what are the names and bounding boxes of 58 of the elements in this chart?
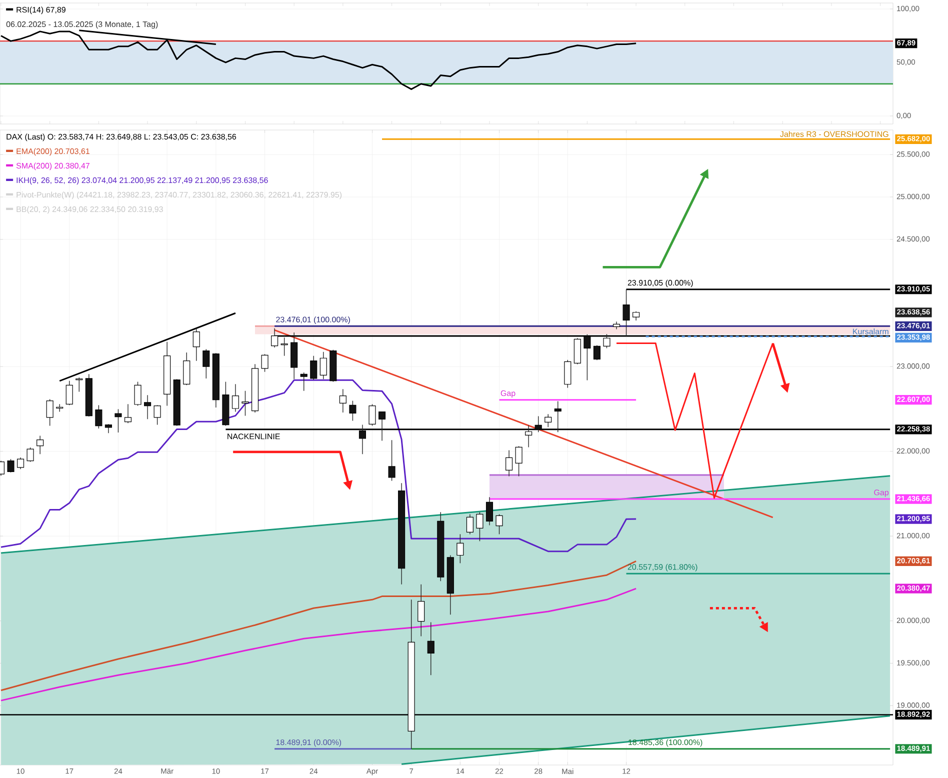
legend-label: SMA(200) 20.380,47 [16,162,90,170]
candlestick [134,381,142,406]
candlestick [46,398,54,426]
annotation: BB(20, 2) 24.349,06 22.334,50 20.319,93 [16,206,163,214]
candlestick [632,311,640,321]
line-series [0,588,637,702]
candlestick [242,390,249,416]
text: 06.02.2025 - 13.05.2025 (3 Monate, 1 Tag) [6,21,158,29]
legend-label: EMA(200) 20.703,61 [16,148,90,156]
chart-title: DAX (Last) O: 23.583,74 H: 23.649,88 L: 23.543,05 C: 23.638,56 [6,134,236,142]
series-label: 23.476,01 (100.00%) [276,316,350,324]
candlestick [388,440,396,482]
candlestick [476,512,484,542]
candlestick [486,496,494,526]
candlestick [368,404,376,426]
candlestick [114,408,122,433]
line-series [0,379,637,552]
candlestick [310,355,318,380]
candlestick [466,514,474,535]
series-label: Gap [874,490,889,497]
candlestick [36,435,44,454]
candlestick [192,328,200,362]
candlestick [339,388,346,413]
candlestick [320,352,327,380]
candlestick [427,622,434,676]
candlestick [7,458,14,473]
candlestick [261,354,268,372]
annotation: Pivot-Punkte(W) (24421.18, 23982.23, 23740.77, 23301.82, 23060.36, 22621.41, 22379.95) [16,192,342,200]
candlestick [300,372,308,392]
candlestick [232,384,239,412]
series-label: NACKENLINIE [228,434,280,440]
legend-label: RSI(14) 67,89 [16,6,66,14]
series-label: Kursalarm [853,328,888,334]
candlestick [593,344,600,361]
candlestick [564,360,572,388]
series-label: 18.485,36 (100.00%) [628,739,702,747]
series-label: 23.910,05 (0.00%) [628,280,693,288]
candlestick [76,377,83,392]
candlestick [496,514,503,535]
candlestick [26,447,34,462]
series-label: 18.489,91 (0.00%) [276,739,342,747]
candlestick [515,446,522,477]
candlestick [95,404,102,429]
series-label: Gap [500,390,516,398]
candlestick [66,380,73,406]
legend-label: IKH(9, 26, 52, 26) 23.074,04 21.200,95 22.137,49 21.200,95 23.638,56 [16,177,268,185]
candlestick [17,457,24,470]
candlestick [154,404,161,426]
series-label: 20.557,59 (61.80%) [628,564,698,572]
candlestick [349,400,356,422]
candlestick [202,348,210,379]
candlestick [456,534,464,564]
candlestick [144,394,152,420]
candlestick [506,450,513,477]
candlestick [183,352,190,386]
series-label: Jahres R3 - OVERSHOOTING [780,131,888,137]
candlestick [124,404,132,424]
candlestick [418,584,425,637]
